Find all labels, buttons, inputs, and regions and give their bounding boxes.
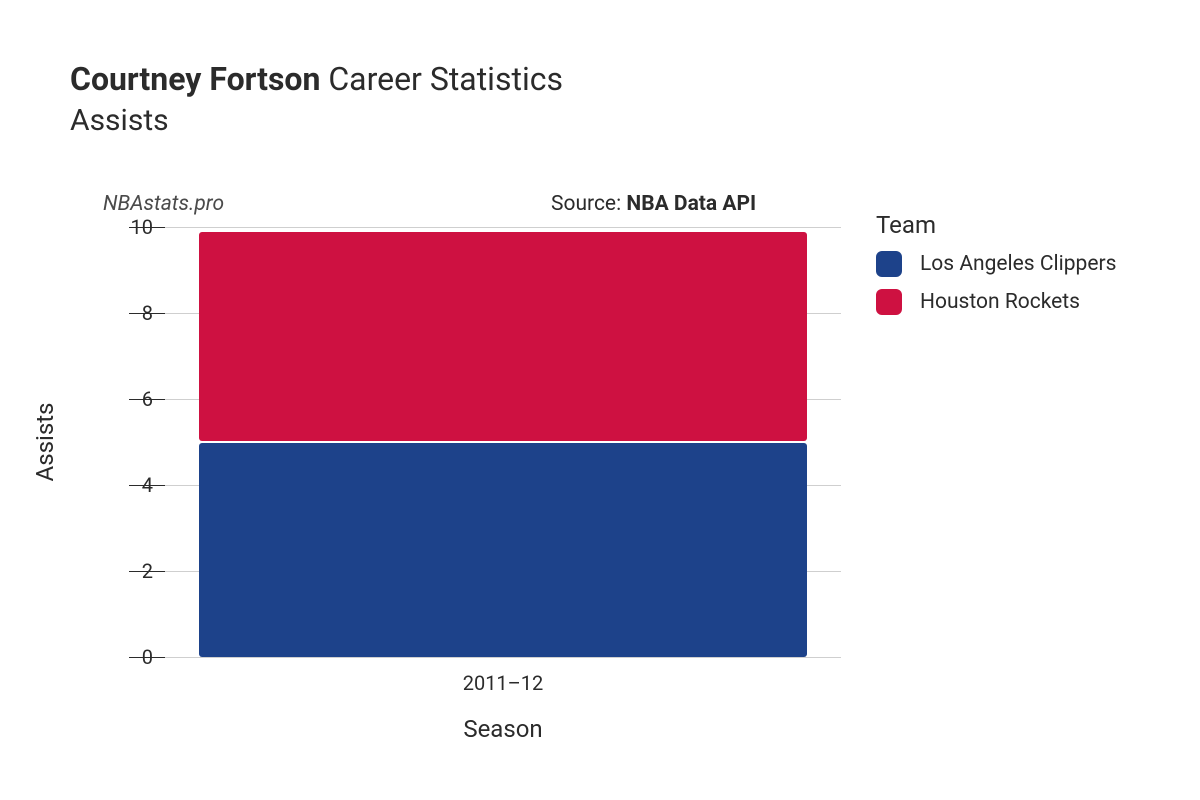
x-axis-label: Season xyxy=(463,715,542,743)
legend: Team Los Angeles Clippers Houston Rockets xyxy=(876,211,1116,327)
y-tick-label: 4 xyxy=(93,473,153,497)
plot-area: Assists Season NBAstats.pro Source: NBA … xyxy=(165,227,841,657)
legend-label: Houston Rockets xyxy=(920,290,1080,314)
y-tick-label: 0 xyxy=(93,645,153,669)
title-suffix: Career Statistics xyxy=(328,60,563,98)
grid-line xyxy=(165,657,841,658)
source-prefix: Source: xyxy=(551,192,626,216)
legend-title: Team xyxy=(876,211,1116,239)
bar-segment xyxy=(199,232,807,442)
y-tick-label: 8 xyxy=(93,301,153,325)
chart-container: Courtney Fortson Career Statistics Assis… xyxy=(0,0,1200,800)
y-tick-label: 6 xyxy=(93,387,153,411)
grid-line xyxy=(165,227,841,228)
y-axis-label: Assists xyxy=(31,403,59,482)
legend-label: Los Angeles Clippers xyxy=(920,252,1116,276)
chart-subtitle: Assists xyxy=(70,103,563,138)
chart-title: Courtney Fortson Career Statistics xyxy=(70,62,563,97)
legend-item: Houston Rockets xyxy=(876,289,1116,315)
bar-segment xyxy=(199,443,807,657)
title-block: Courtney Fortson Career Statistics Assis… xyxy=(70,62,563,138)
y-tick-label: 2 xyxy=(93,559,153,583)
legend-item: Los Angeles Clippers xyxy=(876,251,1116,277)
legend-swatch xyxy=(876,251,902,277)
player-name: Courtney Fortson xyxy=(70,60,320,98)
y-tick-label: 10 xyxy=(93,215,153,239)
watermark-text: NBAstats.pro xyxy=(103,192,224,216)
source-name: NBA Data API xyxy=(626,192,756,216)
source-attribution: Source: NBA Data API xyxy=(551,192,756,216)
legend-swatch xyxy=(876,289,902,315)
x-tick-label: 2011–12 xyxy=(463,671,544,695)
